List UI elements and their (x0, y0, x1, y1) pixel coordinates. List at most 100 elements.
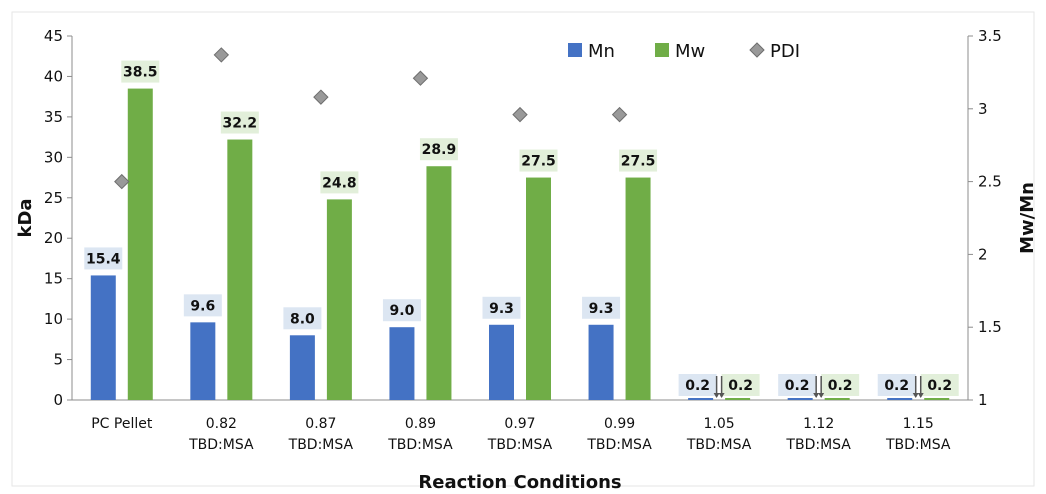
bars (90, 88, 950, 401)
data-labels: 15.4 9.6 8.0 9.0 9.3 9.3 0.2 0.2 0.2 38.5 32.2 24.8… (84, 60, 959, 398)
legend-swatch-mw (655, 43, 669, 57)
mw-data-label: 24.8 (322, 175, 357, 191)
mw-bar (625, 177, 651, 400)
pdi-diamond-marker (313, 89, 329, 105)
legend-label: Mn (588, 41, 615, 62)
mw-data-label: 0.2 (927, 378, 952, 394)
x-tick-label: 0.89 (405, 416, 436, 432)
pdi-diamond-marker (213, 47, 230, 63)
mw-data-label: 0.2 (828, 378, 853, 394)
y2-tick-label: 1 (978, 391, 988, 409)
mn-data-label: 8.0 (290, 311, 315, 327)
legend-swatch-pdi (749, 42, 765, 58)
leader-arrowhead (718, 393, 725, 398)
data-label-bg (382, 299, 421, 322)
mw-data-label: 27.5 (621, 154, 656, 170)
x-tick-label: TBD:MSA (885, 437, 951, 453)
y-tick-label: 30 (44, 148, 63, 166)
x-tick-label: TBD:MSA (288, 437, 354, 453)
mw-bar (227, 139, 253, 400)
mn-data-label: 9.3 (489, 301, 514, 317)
leader-arrowhead (818, 393, 825, 398)
mn-bar (489, 324, 514, 400)
mw-bar (924, 398, 950, 400)
y2-tick-label: 2 (978, 245, 988, 263)
mw-bar (127, 88, 153, 401)
y2-axis-title: Mw/Mn (1017, 182, 1038, 254)
leader-arrowhead (912, 393, 919, 398)
x-tick-label: TBD:MSA (188, 437, 254, 453)
mn-data-label: 0.2 (785, 378, 810, 394)
mn-data-label: 9.6 (190, 298, 215, 314)
x-tick-label: 1.15 (903, 416, 934, 432)
mn-bar (688, 398, 714, 400)
y-tick-label: 45 (44, 27, 63, 45)
x-tick-label: 0.97 (504, 416, 535, 432)
y-tick-label: 25 (44, 189, 63, 207)
pdi-diamond-marker (611, 106, 628, 123)
plot-frame (11, 11, 1035, 487)
data-label-bg (183, 294, 222, 317)
x-tick-label: TBD:MSA (586, 437, 652, 453)
data-label-bg (619, 149, 658, 172)
pdi-diamond-marker (412, 70, 429, 86)
data-label-bg (320, 171, 359, 194)
mn-bar (389, 327, 415, 400)
axes: 0 5 10 15 20 25 30 35 40 45 1 1.5 2 2.5 3 3.5 PC Pellet 0… (15, 27, 1038, 493)
data-label-bg (84, 247, 123, 270)
y2-tick-label: 3.5 (978, 27, 1002, 45)
mn-bar (90, 275, 116, 400)
mn-data-label: 9.0 (390, 303, 415, 319)
y-tick-label: 40 (44, 67, 63, 85)
y-axis-title: kDa (15, 198, 36, 237)
leader-arrowhead (713, 393, 720, 398)
data-label-bg (582, 296, 621, 319)
data-label-bg (220, 111, 259, 134)
x-axis-title: Reaction Conditions (418, 472, 621, 493)
y2-tick-label: 1.5 (978, 318, 1002, 336)
data-label-bg (519, 149, 558, 172)
x-tick-label: 1.12 (803, 416, 834, 432)
data-label-bg (778, 374, 817, 396)
data-label-bg (678, 374, 717, 396)
mw-data-label: 32.2 (223, 116, 258, 132)
y-tick-label: 0 (53, 391, 63, 409)
mn-data-label: 0.2 (685, 378, 710, 394)
data-label-bg (283, 307, 322, 330)
mw-data-label: 38.5 (123, 65, 158, 81)
pdi-markers (114, 47, 628, 190)
x-tick-label: TBD:MSA (387, 437, 453, 453)
x-tick-label: TBD:MSA (487, 437, 553, 453)
legend-label: PDI (770, 41, 800, 62)
pdi-diamond-marker (512, 106, 528, 123)
data-label-bg (920, 374, 959, 396)
x-tick-label: PC Pellet (91, 416, 153, 432)
leader-arrowhead (917, 393, 924, 398)
mw-bar (426, 166, 452, 400)
data-label-bg (877, 374, 916, 396)
mw-bar (326, 199, 352, 400)
mn-bar (787, 398, 813, 400)
mn-bar (190, 322, 216, 400)
pdi-diamond-marker (114, 173, 130, 190)
data-label-bg (482, 296, 521, 319)
data-label-bg (121, 60, 160, 83)
y-tick-label: 20 (44, 229, 63, 247)
x-tick-label: 0.82 (206, 416, 237, 432)
mn-data-label: 0.2 (884, 378, 909, 394)
x-tick-label: TBD:MSA (686, 437, 752, 453)
mn-bar (887, 398, 913, 400)
y2-tick-label: 2.5 (978, 173, 1002, 191)
mw-bar (526, 177, 551, 400)
y-tick-label: 10 (44, 310, 63, 328)
x-tick-label: 0.99 (604, 416, 635, 432)
y-tick-label: 5 (53, 351, 63, 369)
mn-data-label: 9.3 (589, 301, 614, 317)
legend-swatch-mn (568, 43, 582, 57)
legend: Mn Mw PDI (568, 41, 800, 62)
mw-bar (824, 398, 850, 400)
y2-tick-label: 3 (978, 100, 988, 118)
mw-bar (725, 398, 751, 400)
y-tick-label: 15 (44, 270, 63, 288)
x-tick-label: 1.05 (704, 416, 735, 432)
